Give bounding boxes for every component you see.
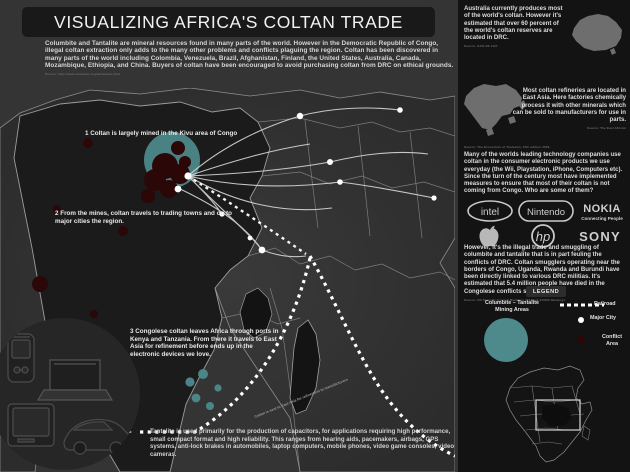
legend-title-badge: LEGEND	[526, 286, 566, 297]
map-borders	[221, 117, 455, 472]
illegal-trade-source: Source: UN Security Council Meetings 431…	[464, 298, 566, 303]
east-asia-source: Source: The East African	[586, 126, 626, 131]
legend-title: LEGEND	[532, 288, 560, 295]
australia-map-icon	[572, 14, 622, 55]
legend-conflict-label: Conflict Area	[590, 334, 630, 347]
hp-logo-label: hp	[536, 229, 550, 244]
legend-mining-label: Columbite – Tantalite Mining Areas	[472, 300, 552, 313]
illegal-trade-block: However, it's the illegal trade and smug…	[464, 245, 624, 303]
legend-major-city-label: Major City	[590, 315, 617, 321]
australia-text: Australia currently produces most of the…	[464, 6, 563, 42]
route-label: Coltan is sent to East Asia for refineme…	[254, 378, 349, 419]
intel-logo: intel	[466, 200, 514, 222]
flip-phone-icon	[7, 333, 35, 383]
bottom-caption: Tantalite is used primarily for the prod…	[150, 428, 455, 458]
page-title: VISUALIZING AFRICA'S COLTAN TRADE	[54, 11, 403, 32]
apple-logo	[472, 224, 508, 248]
mining-area-marker	[144, 132, 200, 188]
right-sidebar: Australia currently produces most of the…	[458, 0, 630, 472]
laptop-icon	[36, 359, 114, 401]
page-title-bar: VISUALIZING AFRICA'S COLTAN TRADE	[22, 7, 435, 37]
legend-major-city-dot	[578, 317, 584, 323]
intro-source: Source: http://www.tantalum.org/tantalum…	[45, 71, 121, 76]
australia-source: Source: GAO-08-1427	[464, 44, 498, 49]
hp-logo: hp	[520, 224, 566, 248]
intro-block: Columbite and Tantalite are mineral reso…	[45, 40, 455, 77]
nokia-logo-label: NOKIA	[583, 203, 621, 215]
mining-dots-secondary	[185, 369, 222, 410]
legend-mining-swatch	[484, 318, 528, 362]
legend-railroad-label: Railroad	[594, 301, 616, 307]
conflict-area-markers	[32, 138, 191, 318]
legend-conflict-line2: Area	[606, 340, 618, 347]
map-annotation-1: 1 Coltan is largely mined in the Kivu ar…	[85, 130, 238, 137]
sony-logo-label: SONY	[579, 228, 621, 244]
nintendo-logo-label: Nintendo	[527, 207, 565, 218]
legend-conflict-line1: Conflict	[601, 334, 623, 340]
east-asia-map-icon	[464, 84, 526, 136]
sony-logo: SONY	[572, 224, 628, 248]
car-icon	[63, 418, 131, 455]
electronic-devices-illustration	[0, 318, 140, 470]
intro-paragraph: Columbite and Tantalite are mineral reso…	[45, 40, 454, 70]
nokia-logo: NOKIA Connecting People	[578, 200, 626, 224]
logo-grid: intel Nintendo NOKIA Connecting People	[462, 200, 626, 248]
tech-text: Many of the worlds leading technology co…	[464, 152, 623, 195]
nokia-logo-tagline: Connecting People	[581, 216, 623, 221]
australia-block: Australia currently produces most of the…	[464, 6, 564, 49]
east-asia-block: Most coltan refineries are located in Ea…	[510, 88, 626, 131]
illegal-trade-text: However, it's the illegal trade and smug…	[464, 245, 620, 295]
map-annotation-2: 2 From the mines, coltan travels to trad…	[55, 210, 233, 225]
tech-source: Source: The Economics of Tantalum, 10th …	[464, 145, 550, 149]
legend: Columbite – Tantalite Mining Areas Railr…	[462, 300, 630, 362]
legend-railroad-dash	[560, 303, 604, 307]
legend-mining-line1: Columbite – Tantalite	[484, 300, 540, 306]
intel-logo-label: intel	[481, 207, 499, 218]
nintendo-logo: Nintendo	[518, 200, 574, 222]
africa-locator-map	[505, 365, 593, 463]
legend-mining-line2: Mining Areas	[495, 306, 529, 313]
legend-conflict-dot	[577, 336, 585, 344]
east-asia-text: Most coltan refineries are located in Ea…	[512, 88, 626, 124]
map-annotation-3: 3 Congolese coltan leaves Africa through…	[130, 328, 279, 358]
tech-companies-block: Source: The Economics of Tantalum, 10th …	[464, 145, 624, 196]
television-icon	[7, 403, 55, 447]
